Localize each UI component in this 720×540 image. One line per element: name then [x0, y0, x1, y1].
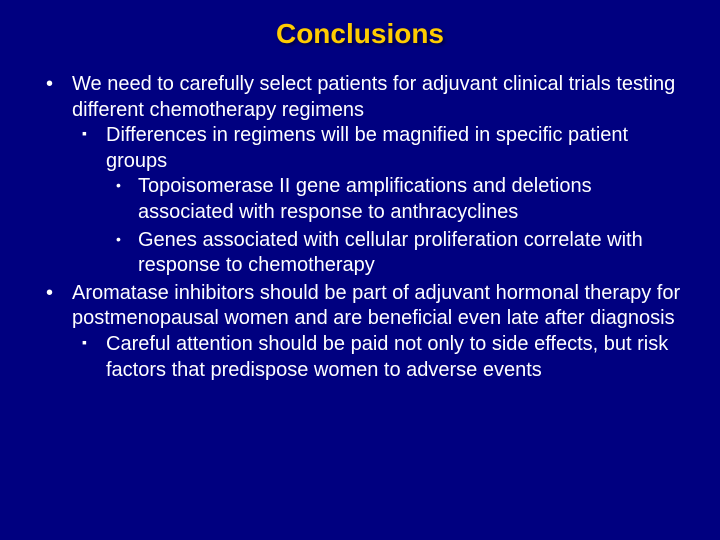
list-item: Aromatase inhibitors should be part of a…	[72, 281, 690, 383]
bullet-text: Topoisomerase II gene amplifications and…	[138, 175, 592, 223]
bullet-text: Differences in regimens will be magnifie…	[106, 124, 628, 172]
bullet-text: Aromatase inhibitors should be part of a…	[72, 282, 680, 330]
list-item: Differences in regimens will be magnifie…	[106, 123, 690, 279]
bullet-text: We need to carefully select patients for…	[72, 73, 675, 121]
bullet-list-level1: We need to carefully select patients for…	[30, 72, 690, 383]
bullet-text: Genes associated with cellular prolifera…	[138, 229, 643, 277]
list-item: Careful attention should be paid not onl…	[106, 332, 690, 383]
list-item: Topoisomerase II gene amplifications and…	[138, 174, 690, 225]
slide-title: Conclusions	[30, 18, 690, 50]
slide: Conclusions We need to carefully select …	[0, 0, 720, 540]
bullet-text: Careful attention should be paid not onl…	[106, 333, 668, 381]
list-item: Genes associated with cellular prolifera…	[138, 228, 690, 279]
bullet-list-level2: Differences in regimens will be magnifie…	[72, 123, 690, 279]
list-item: We need to carefully select patients for…	[72, 72, 690, 279]
bullet-list-level2: Careful attention should be paid not onl…	[72, 332, 690, 383]
slide-content: We need to carefully select patients for…	[30, 72, 690, 383]
bullet-list-level3: Topoisomerase II gene amplifications and…	[106, 174, 690, 278]
